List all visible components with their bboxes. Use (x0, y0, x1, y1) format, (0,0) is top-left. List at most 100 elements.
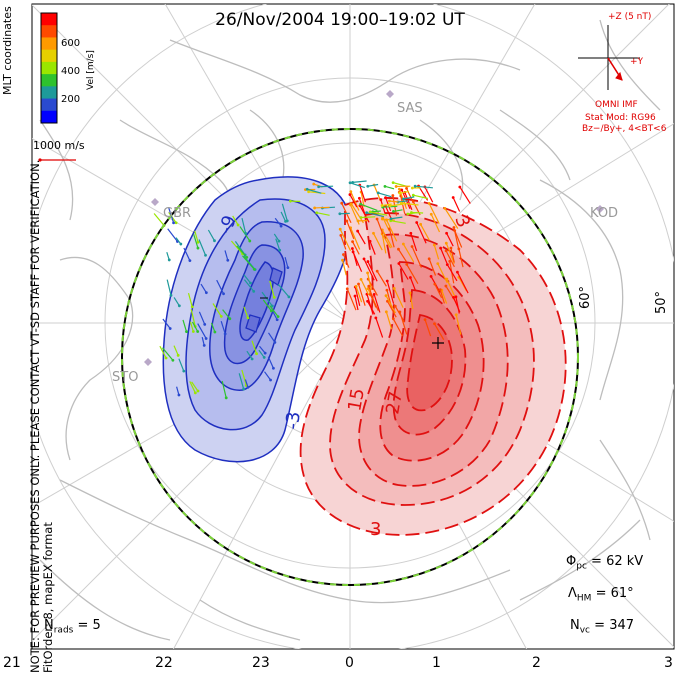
velocity-vector-origin (356, 219, 360, 223)
velocity-vector (360, 191, 365, 208)
velocity-vector-origin (451, 196, 455, 199)
velocity-vector-origin (196, 330, 200, 333)
velocity-vector (400, 195, 406, 214)
velocity-vector-origin (351, 180, 355, 184)
velocity-vector (178, 358, 185, 372)
stat-model-label: Stat Mod: RG96 (585, 113, 656, 123)
velocity-vector-origin (177, 393, 181, 397)
velocity-vector-origin (348, 181, 352, 185)
velocity-vector-origin (433, 282, 437, 286)
velocity-vector-origin (394, 185, 398, 188)
velocity-vector-origin (351, 240, 354, 244)
velocity-vector-origin (397, 247, 400, 251)
velocity-vector-origin (383, 184, 387, 188)
velocity-vector (318, 185, 334, 188)
velocity-vector-origin (400, 188, 404, 192)
n-vc-stat: Nvc = 347 (570, 618, 635, 636)
velocity-vector (445, 242, 455, 264)
velocity-vector-origin (454, 295, 458, 299)
velocity-vector (437, 263, 448, 284)
lat-label-60: 60° (578, 285, 594, 310)
imf-condition: Bz−/By+, 4<BT<6 (582, 124, 667, 134)
velocity-vector (367, 272, 372, 291)
velocity-vector-origin (366, 287, 370, 290)
velocity-vector (415, 185, 433, 189)
radar-site-markers (144, 90, 604, 366)
velocity-vector-origin (345, 219, 349, 223)
velocity-vector (360, 279, 370, 296)
velocity-vector-origin (456, 270, 459, 274)
velocity-vector-origin (276, 315, 280, 319)
velocity-vector-origin (269, 378, 272, 382)
velocity-vector (397, 248, 408, 263)
velocity-vector (267, 356, 274, 369)
velocity-vector-origin (228, 317, 232, 321)
imf-dial (578, 25, 640, 90)
velocity-vector (307, 188, 322, 194)
velocity-vector-origin (315, 211, 319, 215)
velocity-vector (370, 211, 388, 216)
velocity-vector-origin (356, 229, 360, 233)
velocity-vector-origin (313, 206, 317, 210)
velocity-vector (367, 261, 378, 282)
velocity-vector-origin (427, 257, 431, 261)
lambda-hm-stat: ΛHM = 61° (568, 586, 634, 604)
velocity-vector (357, 283, 366, 306)
velocity-vector (357, 230, 366, 245)
scale-vector-label: 1000 m/s (33, 139, 85, 152)
velocity-vector (167, 228, 178, 242)
phi-pc-stat: Φpc = 62 kV (566, 554, 644, 572)
velocity-vector (381, 203, 392, 207)
velocity-vector-origin (393, 304, 397, 308)
velocity-vector (458, 248, 464, 268)
colorbar-segment (41, 74, 57, 87)
velocity-vector-origin (385, 279, 389, 283)
velocity-vector (444, 208, 459, 229)
velocity-vector-origin (380, 217, 384, 221)
velocity-vector-origin (242, 387, 246, 391)
velocity-vector (262, 299, 272, 312)
velocity-vector (281, 203, 288, 222)
velocity-vector (386, 300, 397, 318)
velocity-vector-origin (171, 358, 175, 362)
velocity-vector (198, 311, 206, 325)
velocity-vector (433, 244, 440, 260)
velocity-vector-origin (288, 199, 292, 203)
velocity-vector-origin (392, 210, 395, 213)
velocity-vector-origin (436, 262, 440, 266)
velocity-vector (183, 247, 191, 261)
velocity-vector-origin (405, 262, 409, 266)
velocity-vector-origin (191, 330, 195, 333)
heppner-maynard-boundary-dash (121, 128, 579, 586)
velocity-vector (241, 369, 247, 386)
velocity-vector-origin (389, 217, 393, 221)
velocity-vector-origin (457, 247, 461, 251)
velocity-vector-origin (410, 186, 414, 190)
velocity-vector-origin (250, 357, 254, 361)
velocity-vector-origin (374, 316, 378, 320)
velocity-vector-origin (391, 181, 395, 185)
n-vc-value: 347 (609, 618, 635, 633)
velocity-vector-origin (177, 304, 181, 308)
velocity-vector (392, 318, 404, 337)
colorbar-tick-400: 400 (61, 66, 81, 77)
velocity-vector (375, 317, 384, 338)
velocity-vector-origin (286, 266, 290, 270)
velocity-vector (190, 309, 196, 327)
mlt-tick-3: 3 (664, 655, 673, 671)
velocity-vector-origin (182, 369, 186, 373)
velocity-vector (232, 215, 239, 226)
velocity-vector (385, 311, 393, 330)
velocity-vector-origin (193, 391, 197, 395)
velocity-vector-origin (164, 356, 168, 360)
velocity-vector-origin (196, 240, 200, 244)
colorbar-tick-600: 600 (61, 38, 81, 49)
velocity-vector (246, 350, 253, 360)
velocity-vector (261, 291, 273, 307)
velocity-vector (376, 218, 384, 235)
velocity-colorbar (40, 12, 58, 124)
velocity-vector-origin (388, 199, 391, 203)
velocity-vector-origin (454, 313, 458, 317)
colorbar-segment (41, 37, 57, 51)
velocity-vector-origin (366, 271, 369, 275)
